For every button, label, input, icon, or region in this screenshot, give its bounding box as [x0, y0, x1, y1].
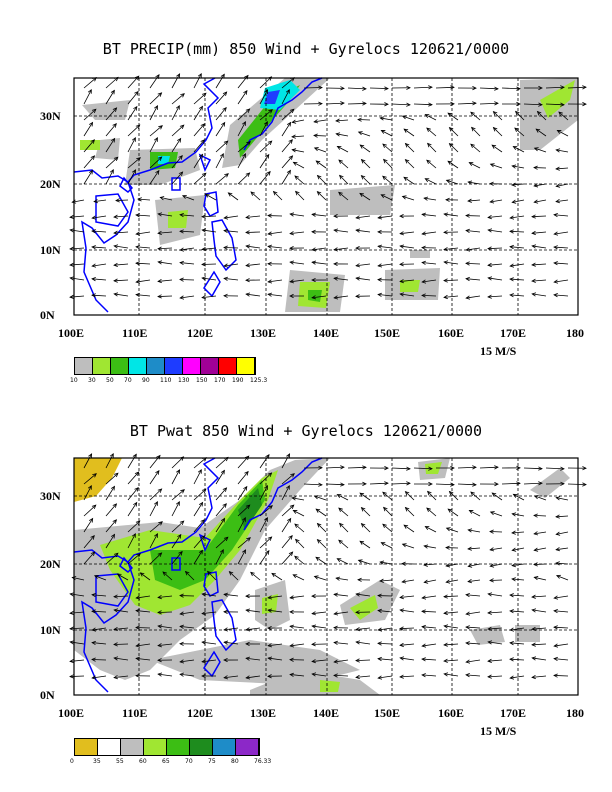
colorbar-tick-label: 60: [139, 758, 147, 765]
panel1-wind-vectors: [69, 72, 587, 300]
panel2-lon-label: 140E: [313, 706, 340, 720]
colorbar-tick-label: 90: [142, 377, 150, 384]
colorbar-tick-label: 70: [185, 758, 193, 765]
panel2-wind-vectors: [69, 452, 587, 680]
colorbar-tick-label: 110: [160, 377, 172, 384]
colorbar-tick-label: 80: [231, 758, 239, 765]
colorbar-tick-label: 65: [162, 758, 170, 765]
panel2-map: [69, 452, 587, 696]
colorbar-swatch: [147, 358, 165, 374]
colorbar-tick-label: 75: [208, 758, 216, 765]
colorbar-swatch: [219, 358, 237, 374]
colorbar-tick-label: 50: [106, 377, 114, 384]
colorbar-tick-label: 10: [70, 377, 78, 384]
colorbar-swatch: [111, 358, 129, 374]
panel2-lon-label: 160E: [438, 706, 465, 720]
colorbar-tick-label: 30: [88, 377, 96, 384]
panel1-lon-label: 150E: [374, 326, 401, 340]
panel1-colorbar-ticks: 10 30 50 70 90 110 130 150 170 190 125.3: [70, 377, 270, 385]
panel1-lon-label: 110E: [122, 326, 148, 340]
colorbar-swatch: [121, 739, 144, 755]
panel1-lat-label: 10N: [40, 243, 61, 257]
panel2-lon-label: 110E: [122, 706, 148, 720]
colorbar-tick-label: 35: [93, 758, 101, 765]
colorbar-tick-label: 130: [178, 377, 190, 384]
colorbar-tick-label: 150: [196, 377, 208, 384]
panel1-ref-vector-label: 15 M/S: [480, 344, 517, 358]
colorbar-swatch: [75, 358, 93, 374]
panel1-frame: [73, 77, 579, 316]
colorbar-tick-label: 70: [124, 377, 132, 384]
colorbar-swatch: [201, 358, 219, 374]
colorbar-swatch: [237, 358, 255, 374]
panel2-lon-label: 180: [566, 706, 584, 720]
panel1-lon-label: 180: [566, 326, 584, 340]
panel2-lon-label: 100E: [58, 706, 85, 720]
panel2-lon-label: 130E: [250, 706, 277, 720]
colorbar-swatch: [144, 739, 167, 755]
colorbar-tick-label: 190: [232, 377, 244, 384]
panel1-lon-label: 100E: [58, 326, 85, 340]
panel1-precip-shading: [80, 78, 578, 312]
panel2-title: BT Pwat 850 Wind + Gyrelocs 120621/0000: [129, 422, 483, 440]
colorbar-swatch: [165, 358, 183, 374]
panel1-map: [69, 72, 587, 316]
panel2-frame: [73, 457, 579, 696]
panel2-colorbar: [74, 738, 260, 756]
panel2-lat-label: 30N: [40, 489, 61, 503]
colorbar-tick-label: 76.33: [254, 758, 272, 765]
panel1-lat-label: 20N: [40, 177, 61, 191]
colorbar-swatch: [167, 739, 190, 755]
colorbar-swatch: [75, 739, 98, 755]
colorbar-tick-label: 125.3: [250, 377, 268, 384]
panel2-lat-label: 0N: [40, 688, 55, 702]
colorbar-swatch: [190, 739, 213, 755]
colorbar-tick-label: 170: [214, 377, 226, 384]
panel1-lon-label: 140E: [313, 326, 340, 340]
panel2-coastlines: [73, 457, 323, 693]
panel2-ref-vector-label: 15 M/S: [480, 724, 517, 738]
colorbar-swatch: [236, 739, 259, 755]
panel2-lon-label: 170E: [500, 706, 527, 720]
colorbar-swatch: [93, 358, 111, 374]
panel1-lon-label: 130E: [250, 326, 277, 340]
panel2-lon-label: 150E: [374, 706, 401, 720]
panel1-lon-label: 160E: [438, 326, 465, 340]
colorbar-tick-label: 55: [116, 758, 124, 765]
colorbar-swatch: [183, 358, 201, 374]
colorbar-swatch: [129, 358, 147, 374]
colorbar-swatch: [213, 739, 236, 755]
panel1-title: BT PRECIP(mm) 850 Wind + Gyrelocs 120621…: [102, 40, 510, 58]
panel2-lon-label: 120E: [187, 706, 214, 720]
colorbar-swatch: [98, 739, 121, 755]
panel2-colorbar-ticks: 0 35 55 60 65 70 75 80 76.33: [70, 758, 280, 766]
panel1-lon-label: 120E: [187, 326, 214, 340]
panel1-lon-label: 170E: [500, 326, 527, 340]
panel1-colorbar: [74, 357, 256, 375]
panel1-lat-label: 30N: [40, 109, 61, 123]
colorbar-tick-label: 0: [70, 758, 74, 765]
panel2-lat-label: 20N: [40, 557, 61, 571]
panel1-lat-label: 0N: [40, 308, 55, 322]
panel2-lat-label: 10N: [40, 623, 61, 637]
